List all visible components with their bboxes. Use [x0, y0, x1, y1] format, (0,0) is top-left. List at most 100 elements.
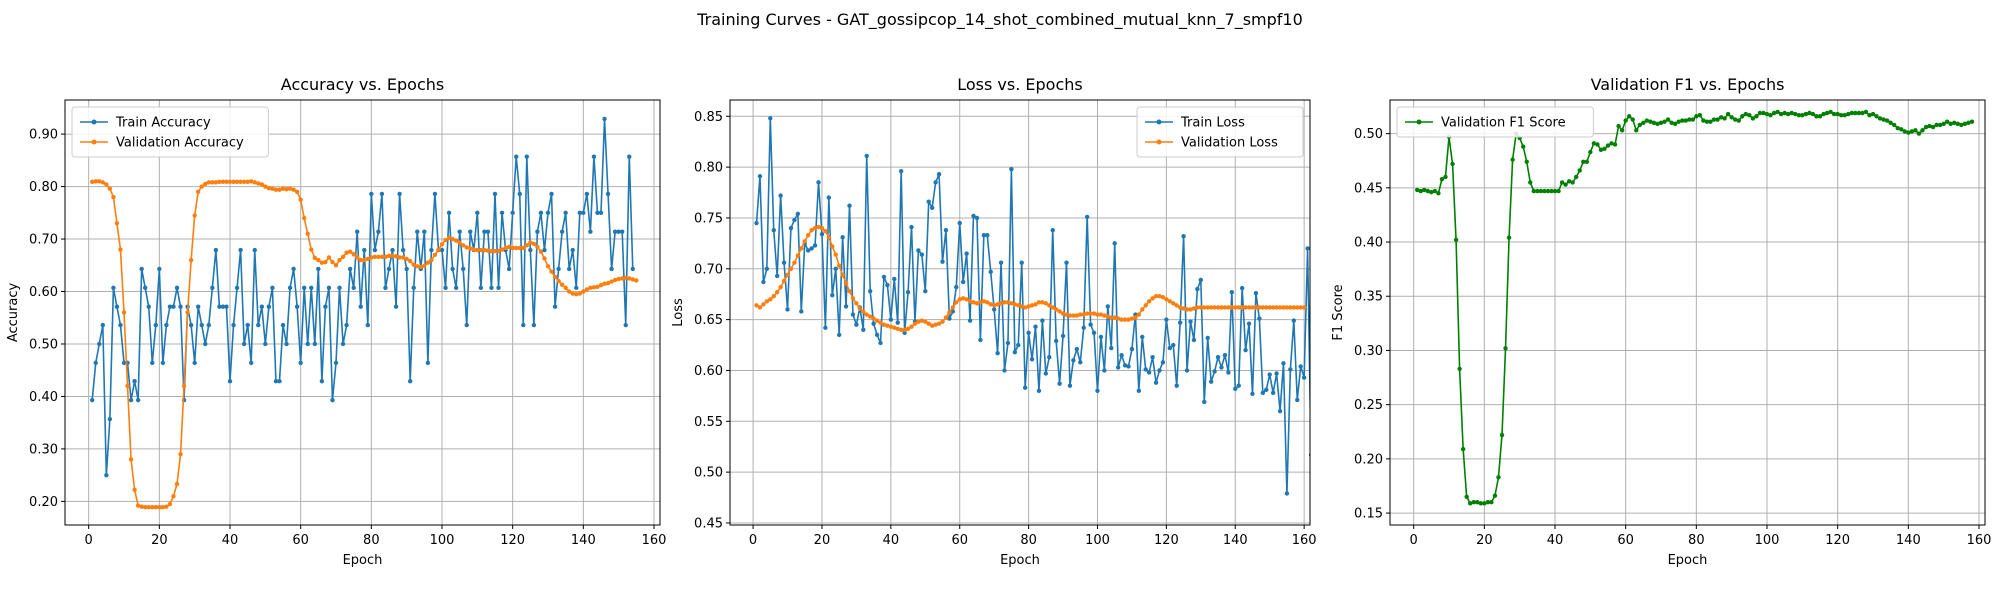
data-point [446, 235, 452, 241]
x-tick-label: 60 [951, 533, 968, 548]
data-point [1270, 390, 1276, 396]
data-point [294, 304, 300, 309]
data-point [245, 179, 250, 185]
data-point [998, 301, 1004, 306]
data-point [1088, 322, 1093, 327]
data-point [1468, 501, 1473, 506]
data-point [217, 304, 222, 309]
data-point [538, 249, 544, 254]
data-point [974, 301, 980, 306]
data-point [1443, 174, 1448, 180]
data-point [450, 236, 455, 242]
data-point [1725, 111, 1731, 117]
data-point [171, 304, 176, 309]
data-point [468, 229, 473, 234]
data-point [988, 269, 993, 275]
y-tick-label: 0.65 [694, 313, 723, 328]
data-point [510, 245, 515, 251]
data-point [1050, 227, 1055, 233]
data-point [210, 180, 215, 185]
data-point [287, 186, 293, 191]
x-tick-label: 40 [883, 533, 900, 548]
data-point [330, 397, 335, 403]
data-point [788, 225, 794, 231]
y-tick-label: 0.45 [1354, 181, 1383, 196]
data-point [1747, 112, 1752, 118]
data-point [1676, 119, 1681, 124]
data-point [298, 360, 303, 366]
data-point [833, 252, 838, 257]
data-point [1881, 117, 1886, 122]
data-point [171, 493, 176, 499]
data-point [227, 379, 233, 384]
data-point [263, 341, 268, 347]
data-point [1191, 306, 1197, 311]
data-point [499, 247, 505, 252]
data-point [584, 287, 590, 292]
data-point [365, 322, 370, 328]
data-point [1927, 123, 1932, 129]
data-point [1198, 277, 1204, 283]
data-point [1274, 305, 1279, 310]
data-point [143, 504, 148, 510]
data-point [514, 154, 519, 159]
data-point [1022, 385, 1028, 390]
data-point [291, 266, 296, 272]
data-point [1803, 111, 1809, 117]
data-point [881, 274, 887, 280]
data-point [1284, 491, 1290, 496]
data-point [1612, 142, 1618, 147]
data-point [1064, 260, 1069, 265]
data-point [1499, 432, 1505, 438]
data-point [761, 302, 766, 307]
data-point [1909, 129, 1915, 134]
data-point [940, 319, 945, 324]
data-point [478, 285, 484, 291]
data-point [1436, 191, 1441, 196]
data-point [468, 246, 473, 251]
data-point [1733, 117, 1738, 122]
data-point [1295, 397, 1300, 403]
data-point [400, 255, 406, 260]
data-point [1916, 131, 1922, 136]
data-point [556, 266, 561, 272]
legend-label: Validation Loss [1181, 136, 1278, 151]
data-point [111, 194, 116, 200]
data-point [809, 246, 814, 251]
data-point [482, 247, 487, 253]
data-point [960, 279, 966, 285]
data-point [623, 275, 628, 281]
data-point [1655, 121, 1660, 127]
data-point [524, 154, 529, 159]
data-point [174, 285, 180, 291]
data-point [1184, 307, 1190, 312]
data-point [1233, 305, 1238, 310]
data-point [326, 255, 332, 260]
y-tick-label: 0.55 [694, 415, 723, 430]
data-point [1215, 355, 1221, 360]
data-point [1955, 121, 1960, 127]
data-point [411, 262, 416, 267]
data-point [861, 327, 866, 332]
data-point [843, 304, 849, 309]
legend: Train Loss Validation Loss [1136, 106, 1304, 158]
data-point [1754, 114, 1759, 119]
data-point [809, 227, 814, 233]
data-point [393, 304, 399, 309]
data-point [1867, 112, 1872, 118]
data-point [528, 240, 533, 245]
data-point [1824, 110, 1830, 116]
data-point [531, 322, 537, 328]
data-point [284, 341, 289, 347]
y-tick-label: 0.30 [29, 442, 58, 457]
data-point [957, 220, 962, 226]
data-point [464, 322, 469, 328]
data-point [867, 288, 873, 294]
data-point [916, 248, 921, 253]
data-point [1174, 383, 1179, 388]
data-point [1948, 121, 1953, 127]
data-point [1962, 121, 1968, 127]
data-point [249, 360, 254, 366]
data-point [280, 186, 286, 191]
data-point [160, 504, 166, 510]
